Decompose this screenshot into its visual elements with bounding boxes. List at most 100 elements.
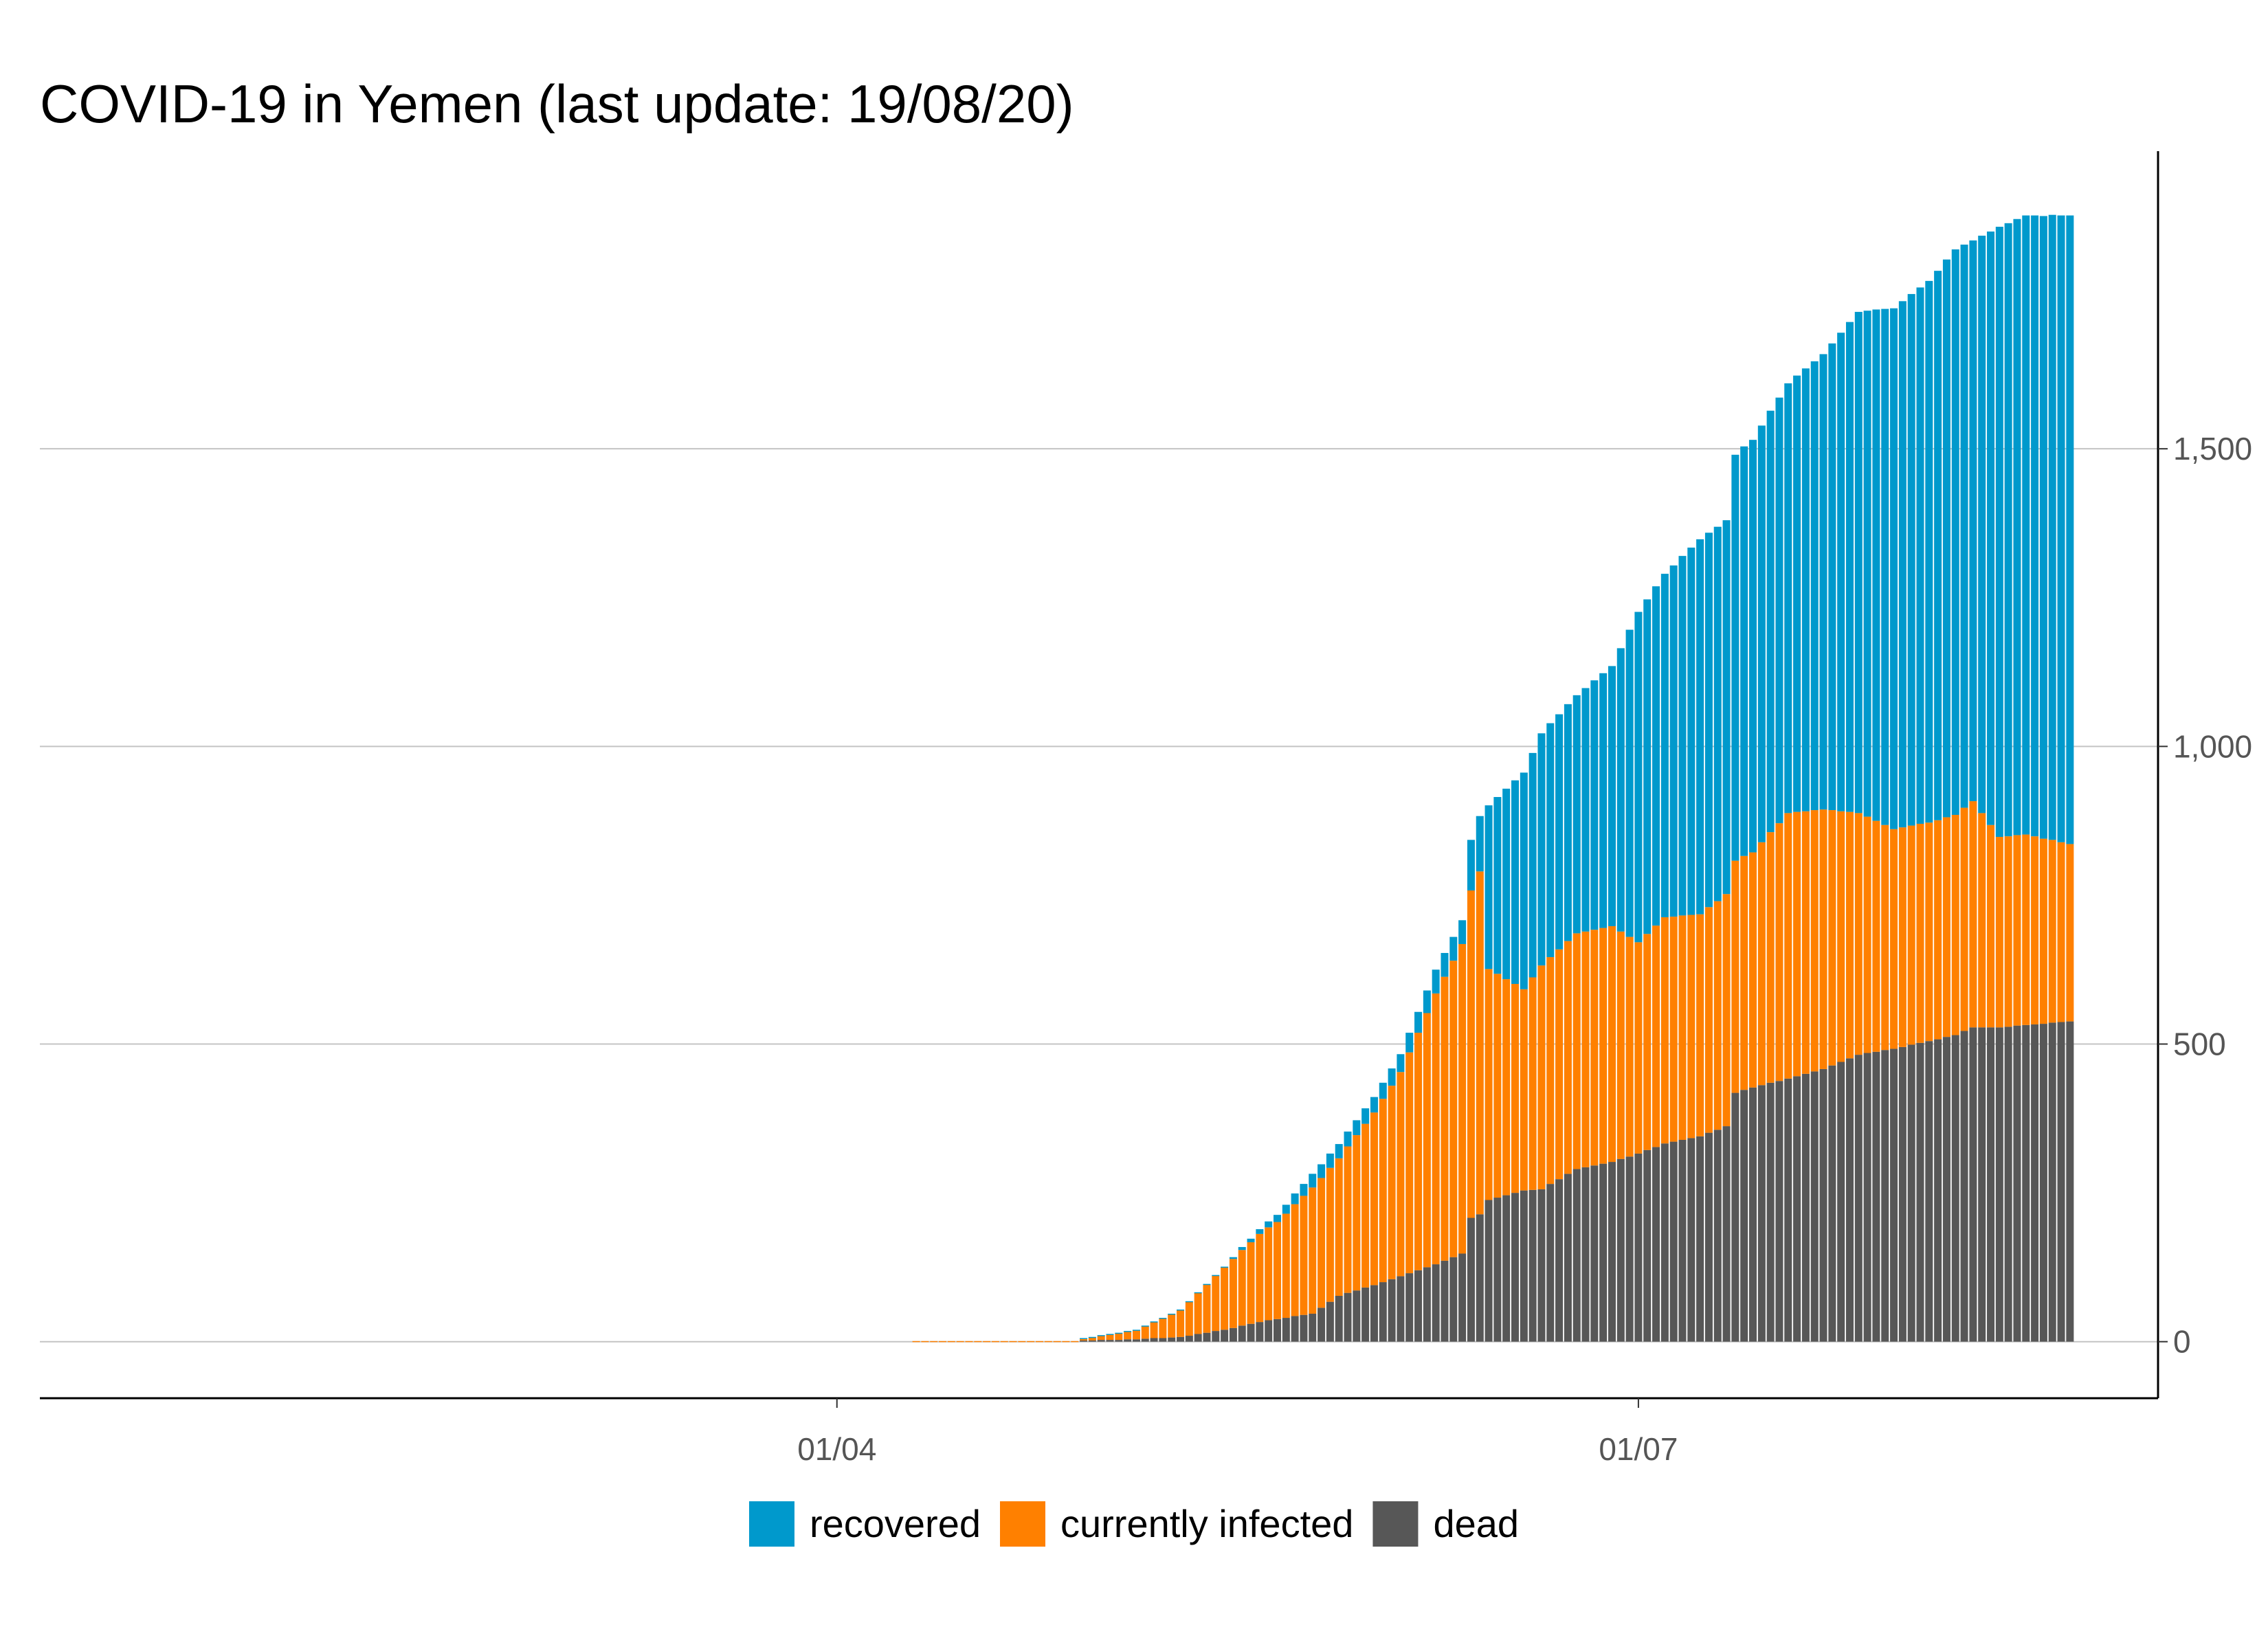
bar-segment-currently-infected bbox=[1009, 1340, 1017, 1343]
bar-segment-currently-infected bbox=[1643, 934, 1652, 1150]
bar-segment-dead bbox=[1141, 1338, 1149, 1342]
bar-segment-recovered bbox=[2057, 215, 2065, 842]
bar-segment-currently-infected bbox=[1256, 1233, 1264, 1323]
bar-segment-currently-infected bbox=[1502, 979, 1511, 1196]
bar-segment-dead bbox=[1757, 1085, 1766, 1342]
bar-segment-recovered bbox=[1150, 1321, 1158, 1323]
bar-segment-recovered bbox=[1810, 361, 1819, 811]
bar-segment-dead bbox=[1194, 1334, 1202, 1342]
bar-segment-recovered bbox=[1942, 259, 1950, 818]
bar-segment-recovered bbox=[1828, 343, 1836, 811]
bar-segment-recovered bbox=[1405, 1033, 1414, 1053]
bar-segment-dead bbox=[1458, 1253, 1467, 1342]
bar-segment-recovered bbox=[1837, 333, 1845, 811]
bar-segment-currently-infected bbox=[1854, 813, 1863, 1055]
bar-segment-currently-infected bbox=[1326, 1167, 1334, 1302]
bar-segment-recovered bbox=[1485, 805, 1493, 969]
bar-segment-currently-infected bbox=[1132, 1330, 1140, 1340]
bar-segment-currently-infected bbox=[1678, 915, 1687, 1140]
bar-segment-currently-infected bbox=[1088, 1337, 1096, 1340]
legend-swatch bbox=[748, 1501, 794, 1547]
bar-segment-currently-infected bbox=[1890, 829, 1898, 1049]
bar-segment-currently-infected bbox=[1106, 1334, 1114, 1340]
bar-segment-recovered bbox=[1502, 788, 1511, 980]
bar-segment-currently-infected bbox=[1441, 976, 1449, 1261]
bar-segment-dead bbox=[1934, 1039, 1942, 1342]
bar-segment-recovered bbox=[1414, 1011, 1423, 1033]
bar-segment-recovered bbox=[1696, 539, 1704, 915]
bar-segment-recovered bbox=[1704, 532, 1713, 908]
bar-segment-currently-infected bbox=[1942, 817, 1950, 1037]
bar-segment-recovered bbox=[1221, 1266, 1229, 1268]
bar-segment-currently-infected bbox=[921, 1340, 929, 1343]
bar-segment-recovered bbox=[1546, 723, 1555, 958]
bar-segment-recovered bbox=[1309, 1174, 1317, 1188]
bar-segment-recovered bbox=[1572, 695, 1581, 934]
bar-segment-recovered bbox=[1106, 1334, 1114, 1335]
bar-segment-currently-infected bbox=[2013, 835, 2021, 1026]
bar-segment-currently-infected bbox=[1177, 1310, 1185, 1337]
bar-segment-dead bbox=[1634, 1153, 1643, 1342]
bar-segment-recovered bbox=[1159, 1318, 1167, 1319]
bar-segment-recovered bbox=[1995, 227, 2003, 838]
bar-segment-recovered bbox=[1740, 446, 1748, 856]
bar-segment-currently-infected bbox=[1810, 810, 1819, 1072]
bar-segment-currently-infected bbox=[1757, 842, 1766, 1086]
bar-segment-dead bbox=[1581, 1167, 1590, 1342]
bar-segment-dead bbox=[1080, 1340, 1088, 1342]
bar-segment-recovered bbox=[1397, 1054, 1405, 1073]
bar-segment-dead bbox=[1318, 1308, 1326, 1342]
y-tick-label: 1,000 bbox=[2173, 728, 2252, 764]
bar-segment-dead bbox=[1520, 1190, 1528, 1342]
bar-segment-dead bbox=[1951, 1035, 1959, 1342]
bar-segment-recovered bbox=[1678, 556, 1687, 916]
bar-segment-dead bbox=[1132, 1339, 1140, 1342]
bar-segment-recovered bbox=[1132, 1330, 1140, 1331]
bar-segment-dead bbox=[1511, 1193, 1520, 1342]
bar-segment-currently-infected bbox=[1282, 1213, 1290, 1319]
bar-segment-dead bbox=[1775, 1081, 1783, 1342]
bar-segment-currently-infected bbox=[1801, 811, 1810, 1074]
bar-segment-recovered bbox=[1581, 688, 1590, 932]
bar-segment-currently-infected bbox=[1978, 813, 1986, 1028]
bar-segment-dead bbox=[1555, 1179, 1564, 1342]
bar-segment-recovered bbox=[1898, 301, 1906, 828]
bar-segment-currently-infected bbox=[1309, 1187, 1317, 1314]
bar-segment-currently-infected bbox=[1511, 984, 1520, 1193]
bar-segment-currently-infected bbox=[1168, 1314, 1176, 1338]
bar-segment-dead bbox=[1265, 1320, 1273, 1342]
bar-segment-currently-infected bbox=[1423, 1013, 1431, 1268]
bar-segment-currently-infected bbox=[1053, 1340, 1061, 1343]
bar-segment-recovered bbox=[1238, 1246, 1246, 1250]
bar-segment-currently-infected bbox=[1265, 1227, 1273, 1321]
y-tick-label: 0 bbox=[2173, 1324, 2191, 1360]
bar-segment-recovered bbox=[1652, 586, 1660, 926]
bar-segment-dead bbox=[1845, 1058, 1854, 1342]
bar-segment-currently-infected bbox=[1159, 1318, 1167, 1338]
bar-segment-currently-infected bbox=[1115, 1333, 1123, 1340]
bar-segment-currently-infected bbox=[1590, 930, 1599, 1166]
bar-segment-currently-infected bbox=[1766, 832, 1775, 1083]
bar-segment-recovered bbox=[1212, 1275, 1220, 1277]
bar-segment-dead bbox=[1740, 1090, 1748, 1342]
bar-segment-recovered bbox=[1960, 245, 1968, 808]
bar-segment-dead bbox=[1502, 1195, 1511, 1342]
bar-segment-currently-infected bbox=[1995, 837, 2003, 1028]
bar-segment-recovered bbox=[1801, 368, 1810, 811]
bar-segment-recovered bbox=[1713, 526, 1722, 901]
bar-segment-currently-infected bbox=[974, 1340, 982, 1343]
bar-segment-currently-infected bbox=[1300, 1196, 1308, 1315]
bar-segment-dead bbox=[1405, 1273, 1414, 1342]
bar-segment-currently-infected bbox=[1793, 811, 1801, 1077]
bar-segment-recovered bbox=[1907, 293, 1915, 826]
bar-segment-dead bbox=[1987, 1027, 1995, 1342]
bar-segment-recovered bbox=[1537, 733, 1546, 966]
bar-segment-currently-infected bbox=[1467, 890, 1475, 1218]
bar-segment-currently-infected bbox=[1062, 1340, 1070, 1343]
bar-segment-currently-infected bbox=[1828, 810, 1836, 1066]
bar-segment-dead bbox=[1485, 1200, 1493, 1342]
bar-segment-recovered bbox=[1687, 547, 1696, 915]
bar-segment-dead bbox=[1124, 1339, 1132, 1342]
bar-segment-recovered bbox=[1247, 1238, 1255, 1243]
